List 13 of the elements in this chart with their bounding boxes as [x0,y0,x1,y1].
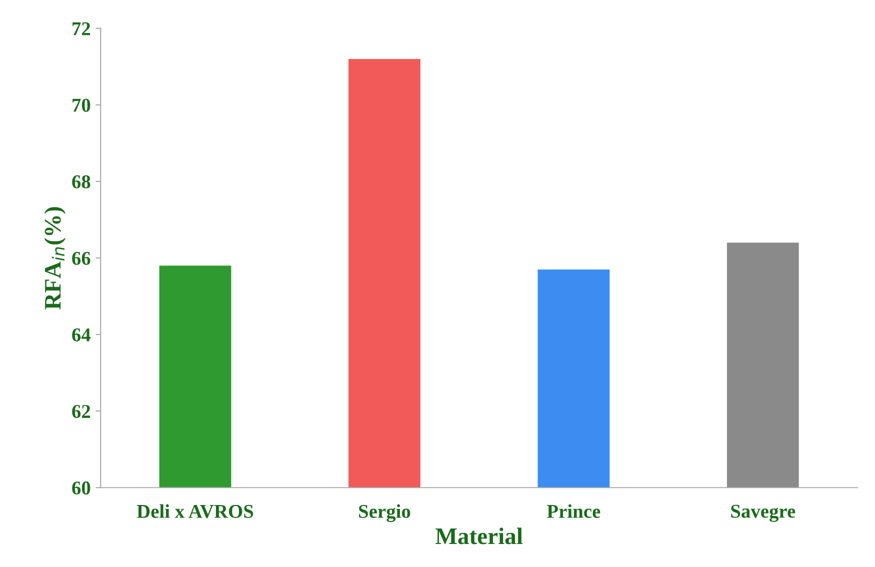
y-tick-label: 66 [72,252,90,265]
y-tick-label: 62 [72,404,90,418]
x-tick-label: Sergio [359,504,410,522]
y-tick-label: 68 [72,175,90,188]
x-axis-title: Material [436,528,523,544]
y-tick-label: 72 [72,22,90,36]
y-axis-title: RFA$_{in}$(%) [44,207,66,310]
y-tick-label: 70 [72,98,90,112]
x-tick-label: Deli x AVROS [136,504,254,518]
y-tick-label: 60 [72,481,90,495]
x-tick-label: Savegre [731,504,796,522]
y-tick-label: 64 [72,328,91,342]
x-tick-label: Prince [547,504,600,518]
